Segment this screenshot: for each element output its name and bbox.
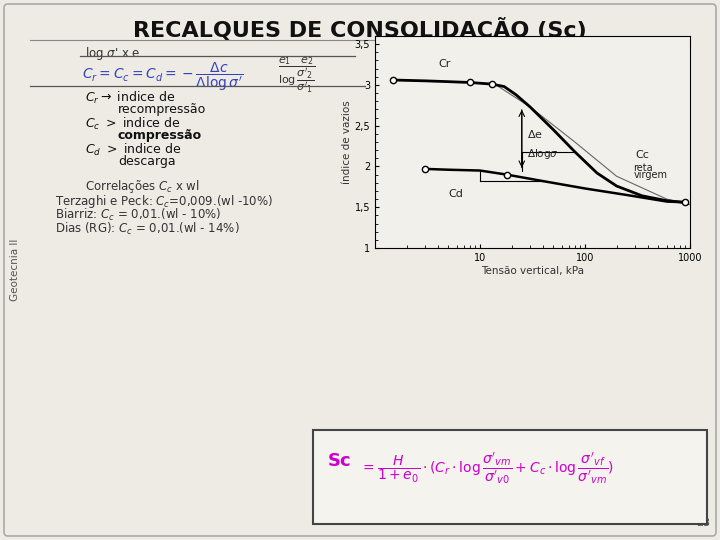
Text: Dias (RG): $C_c$ = 0,01.(wl - 14%): Dias (RG): $C_c$ = 0,01.(wl - 14%) (55, 221, 240, 237)
Text: $\Delta$log$\sigma$: $\Delta$log$\sigma$ (527, 147, 559, 161)
Text: $\Delta$e: $\Delta$e (527, 128, 543, 140)
Text: Sc: Sc (328, 452, 351, 470)
FancyBboxPatch shape (313, 430, 707, 524)
Text: $C_r \rightarrow$ indice de: $C_r \rightarrow$ indice de (85, 90, 176, 106)
Text: RECALQUES DE CONSOLIDAÇÃO (Sc): RECALQUES DE CONSOLIDAÇÃO (Sc) (133, 17, 587, 41)
Text: $\dfrac{e_1\quad e_2}{\log\dfrac{\sigma'_2}{\sigma'_1}}$: $\dfrac{e_1\quad e_2}{\log\dfrac{\sigma'… (278, 56, 315, 95)
Text: Cr: Cr (438, 59, 451, 69)
Text: Biarriz: $C_c$ = 0,01.(wl - 10%): Biarriz: $C_c$ = 0,01.(wl - 10%) (55, 207, 222, 223)
Text: Correlações $C_c$ x wl: Correlações $C_c$ x wl (85, 178, 200, 195)
Text: virgem: virgem (634, 170, 667, 180)
Text: compressão: compressão (118, 129, 202, 142)
Y-axis label: índice de vazios: índice de vazios (342, 100, 352, 184)
Text: Terzaghi e Peck: $C_c$=0,009.(wl -10%): Terzaghi e Peck: $C_c$=0,009.(wl -10%) (55, 193, 273, 210)
FancyBboxPatch shape (4, 4, 716, 536)
Text: 23: 23 (696, 518, 710, 528)
Text: log $\sigma$' x e: log $\sigma$' x e (85, 45, 140, 62)
Text: Cc: Cc (635, 150, 649, 160)
Text: Geotecnia II: Geotecnia II (10, 239, 20, 301)
Text: $C_r = C_c = C_d = -\dfrac{\Delta c}{\Delta\log\sigma'}$: $C_r = C_c = C_d = -\dfrac{\Delta c}{\De… (82, 60, 243, 92)
Text: $=\dfrac{H}{1+e_0}\cdot(C_r\cdot\log\dfrac{\sigma'_{vm}}{\sigma'_{v0}}+C_c\cdot\: $=\dfrac{H}{1+e_0}\cdot(C_r\cdot\log\dfr… (360, 450, 614, 485)
Text: descarga: descarga (118, 155, 176, 168)
Text: $C_c\ >$ indice de: $C_c\ >$ indice de (85, 116, 181, 132)
Text: Cd: Cd (449, 190, 463, 199)
Text: $C_d\ >$ indice de: $C_d\ >$ indice de (85, 142, 181, 158)
X-axis label: Tensão vertical, kPa: Tensão vertical, kPa (481, 266, 584, 275)
Text: reta: reta (634, 163, 653, 173)
Text: recompressão: recompressão (118, 103, 206, 116)
